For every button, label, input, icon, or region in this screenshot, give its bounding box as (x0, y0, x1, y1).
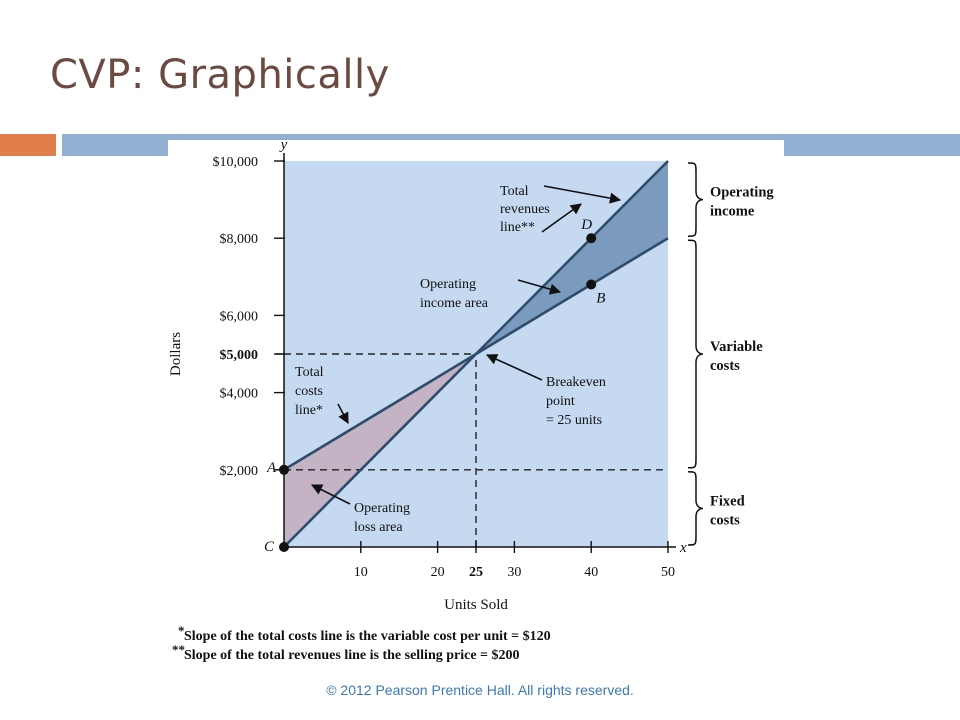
brace-operating-income (687, 162, 704, 237)
annotation-total-costs-line-2: costs (295, 384, 323, 399)
footnote-marker-2: ** (172, 642, 185, 657)
y-tick-label-6000: $6,000 (220, 309, 259, 324)
point-A (279, 464, 289, 475)
x-axis-symbol: x (679, 540, 687, 556)
y-tick-label-4000: $4,000 (220, 387, 259, 402)
point-D (586, 233, 597, 244)
brace-label-variable-costs-line-1: Variable (710, 339, 763, 355)
point-label-B: B (596, 291, 605, 307)
x-tick-label-40: 40 (584, 565, 598, 580)
x-tick-label-50: 50 (661, 565, 675, 580)
arrow-to-revenue-line-top (543, 185, 622, 204)
point-C (279, 542, 289, 552)
annotation-total-costs-line-3: line* (295, 403, 323, 418)
point-B (586, 279, 597, 290)
annotation-breakeven-line-2: point (546, 394, 575, 409)
annotation-operating-income-area-line-1: Operating (420, 277, 476, 292)
y-tick-label-8000: $8,000 (220, 232, 259, 247)
y-axis-label: Dollars (168, 332, 184, 376)
brace-label-variable-costs-line-2: costs (710, 358, 740, 374)
y-axis-symbol: y (279, 140, 288, 153)
cvp-chart: y x $2,000 $4,000 $5,000 $6,000 $8,000 $10,000 1… (168, 140, 774, 663)
copyright-notice: © 2012 Pearson Prentice Hall. All rights… (326, 682, 634, 698)
footnote-marker-1: * (178, 623, 185, 638)
annotation-total-revenues-line-1: Total (500, 184, 529, 199)
annotation-breakeven-line-1: Breakeven (546, 375, 606, 390)
footnote-2: Slope of the total revenues line is the … (184, 648, 520, 663)
annotation-operating-loss-area-line-2: loss area (354, 520, 403, 535)
point-label-C: C (264, 539, 275, 555)
brace-label-fixed-costs-line-1: Fixed (710, 493, 745, 509)
arrow-to-revenue-line-bottom (541, 203, 582, 233)
y-tick-label-5000: $5,000 (220, 348, 259, 363)
cvp-chart-panel: y x $2,000 $4,000 $5,000 $6,000 $8,000 $10,000 1… (168, 140, 784, 664)
slide-title: CVP: Graphically (50, 52, 390, 98)
annotation-breakeven-line-3: = 25 units (546, 413, 602, 428)
x-tick-label-30: 30 (507, 565, 521, 580)
brace-label-operating-income-line-2: income (710, 204, 755, 220)
x-tick-label-25: 25 (469, 565, 483, 580)
annotation-total-revenues-line-3: line** (500, 220, 535, 235)
annotation-total-revenues-line-2: revenues (500, 202, 550, 217)
footnote-1: Slope of the total costs line is the var… (184, 629, 551, 644)
total-revenues-line (283, 160, 669, 548)
annotation-operating-income-area-line-2: income area (420, 296, 489, 311)
arrow-to-loss-area (310, 484, 351, 505)
arrow-to-breakeven (485, 354, 543, 381)
annotation-operating-loss-area-line-1: Operating (354, 501, 410, 516)
x-tick-label-20: 20 (431, 565, 445, 580)
arrow-to-cost-line (337, 403, 349, 424)
brace-label-operating-income-line-1: Operating (710, 185, 774, 201)
brace-fixed-costs (687, 471, 704, 546)
point-label-D: D (580, 217, 592, 233)
point-label-A: A (266, 460, 277, 476)
brace-variable-costs (687, 239, 704, 469)
y-tick-label-2000: $2,000 (220, 464, 259, 479)
x-tick-label-10: 10 (354, 565, 368, 580)
x-axis-label: Units Sold (444, 597, 508, 613)
annotation-total-costs-line-1: Total (295, 365, 324, 380)
arrow-to-income-area (517, 279, 562, 295)
brace-label-fixed-costs-line-2: costs (710, 512, 740, 528)
title-accent-bar-orange (0, 134, 56, 156)
y-tick-label-10000: $10,000 (213, 155, 259, 170)
